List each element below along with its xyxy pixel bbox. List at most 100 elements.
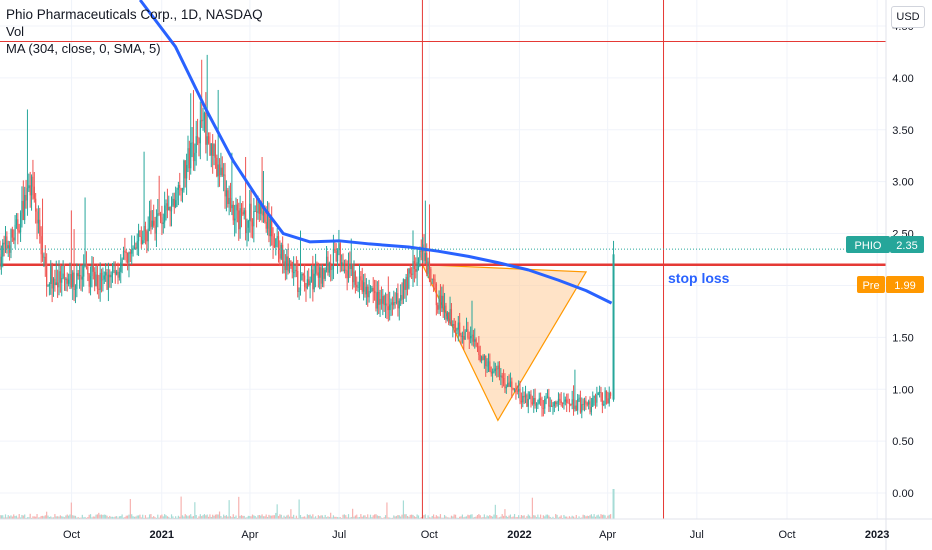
volume-bar <box>457 517 459 519</box>
candle-body <box>24 194 26 221</box>
candle-body <box>181 189 184 191</box>
volume-bar <box>260 515 262 519</box>
candle-body <box>254 211 256 212</box>
volume-bar <box>113 517 115 519</box>
candle-body <box>305 286 307 289</box>
volume-bar <box>143 517 145 519</box>
candle-body <box>238 210 240 230</box>
candle-body <box>277 236 280 254</box>
candle-body <box>25 194 27 201</box>
volume-bar <box>116 516 118 519</box>
candle-body <box>272 236 274 245</box>
candle-body <box>393 302 395 306</box>
triangle-drawing[interactable] <box>421 264 588 422</box>
candle-body <box>298 290 300 292</box>
candle-body <box>546 396 549 399</box>
candle-body <box>537 403 539 405</box>
candle-body <box>51 266 53 289</box>
volume-bar <box>479 515 481 519</box>
volume-bar <box>190 514 192 519</box>
volume-bar <box>127 515 129 519</box>
volume-bar <box>61 516 63 519</box>
volume-bar <box>317 515 319 519</box>
candle-body <box>419 250 421 258</box>
volume-bar <box>245 517 247 519</box>
volume-bar <box>277 515 280 519</box>
candle-body <box>57 282 59 288</box>
volume-bar <box>157 514 159 519</box>
candle-body <box>146 231 148 242</box>
candle-body <box>416 261 418 272</box>
currency-button[interactable]: USD <box>891 6 925 28</box>
candle-body <box>266 214 269 229</box>
candle-body <box>596 395 598 403</box>
volume-bar <box>136 515 138 519</box>
candle-body <box>589 401 591 413</box>
volume-bar <box>511 517 513 519</box>
volume-bar <box>295 515 297 519</box>
volume-bar <box>470 514 472 519</box>
candle-body <box>225 190 228 197</box>
volume-bar <box>530 517 532 519</box>
volume-bar <box>58 516 60 519</box>
candle-body <box>603 404 605 406</box>
candle-body <box>449 308 451 324</box>
volume-bar <box>556 514 558 519</box>
volume-bar <box>87 517 89 519</box>
candle-body <box>483 355 485 360</box>
candle-body <box>301 274 303 281</box>
candle-body <box>349 265 351 270</box>
volume-bar <box>590 514 592 519</box>
volume-bar <box>308 515 310 519</box>
candle-body <box>593 395 595 399</box>
volume-bar <box>118 516 120 519</box>
candle-body <box>432 278 435 280</box>
volume-bar <box>207 516 210 519</box>
candle-body <box>341 262 343 266</box>
volume-bar <box>21 514 23 519</box>
volume-bar <box>51 517 53 519</box>
candle-body <box>118 271 120 278</box>
ma-line <box>138 0 613 305</box>
volume-bar <box>474 516 476 519</box>
candle-body <box>128 252 130 263</box>
volume-bar <box>107 517 109 519</box>
candle-body <box>179 185 181 188</box>
volume-bar <box>476 515 479 519</box>
volume-bar <box>137 515 140 519</box>
candle-body <box>330 262 332 270</box>
volume-bar <box>424 514 426 519</box>
x-axis[interactable]: Oct 2021 Apr Jul Oct 2022 Apr Jul Oct 2023 <box>0 518 932 541</box>
volume-bar <box>291 516 293 519</box>
candle-body <box>446 312 448 320</box>
volume-bar <box>30 517 33 519</box>
volume-bar <box>501 514 503 519</box>
volume-bar <box>57 516 59 519</box>
volume-bar <box>301 517 303 519</box>
volume-bar <box>43 516 45 519</box>
legend-vol: Vol <box>6 24 25 39</box>
candle-body <box>273 244 276 247</box>
candle-body <box>299 280 302 291</box>
volume-bar <box>608 514 610 519</box>
volume-bar <box>356 514 358 519</box>
candle-body <box>180 187 182 191</box>
ticker-price-bg <box>890 236 924 253</box>
candle-body <box>72 272 74 287</box>
candle-body <box>339 243 341 266</box>
y-axis[interactable]: 0.000.501.001.502.002.503.003.504.004.50 <box>885 0 914 550</box>
volume-bar <box>65 515 67 519</box>
candle-body <box>150 210 152 227</box>
volume-bar <box>15 515 18 519</box>
candle-body <box>398 300 400 309</box>
candle-body <box>442 295 444 313</box>
volume-bar <box>268 514 270 519</box>
volume-bar <box>522 515 524 519</box>
candle-body <box>501 375 503 379</box>
volume-bar <box>497 517 499 519</box>
volume-bar <box>335 516 337 519</box>
horizontal-lines[interactable] <box>0 41 886 266</box>
volume-bar <box>353 516 355 519</box>
candle-body <box>338 243 340 251</box>
